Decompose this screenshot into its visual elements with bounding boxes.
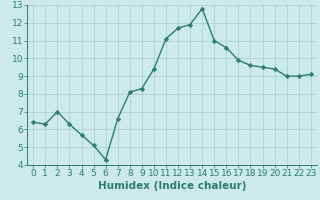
X-axis label: Humidex (Indice chaleur): Humidex (Indice chaleur) (98, 181, 246, 191)
